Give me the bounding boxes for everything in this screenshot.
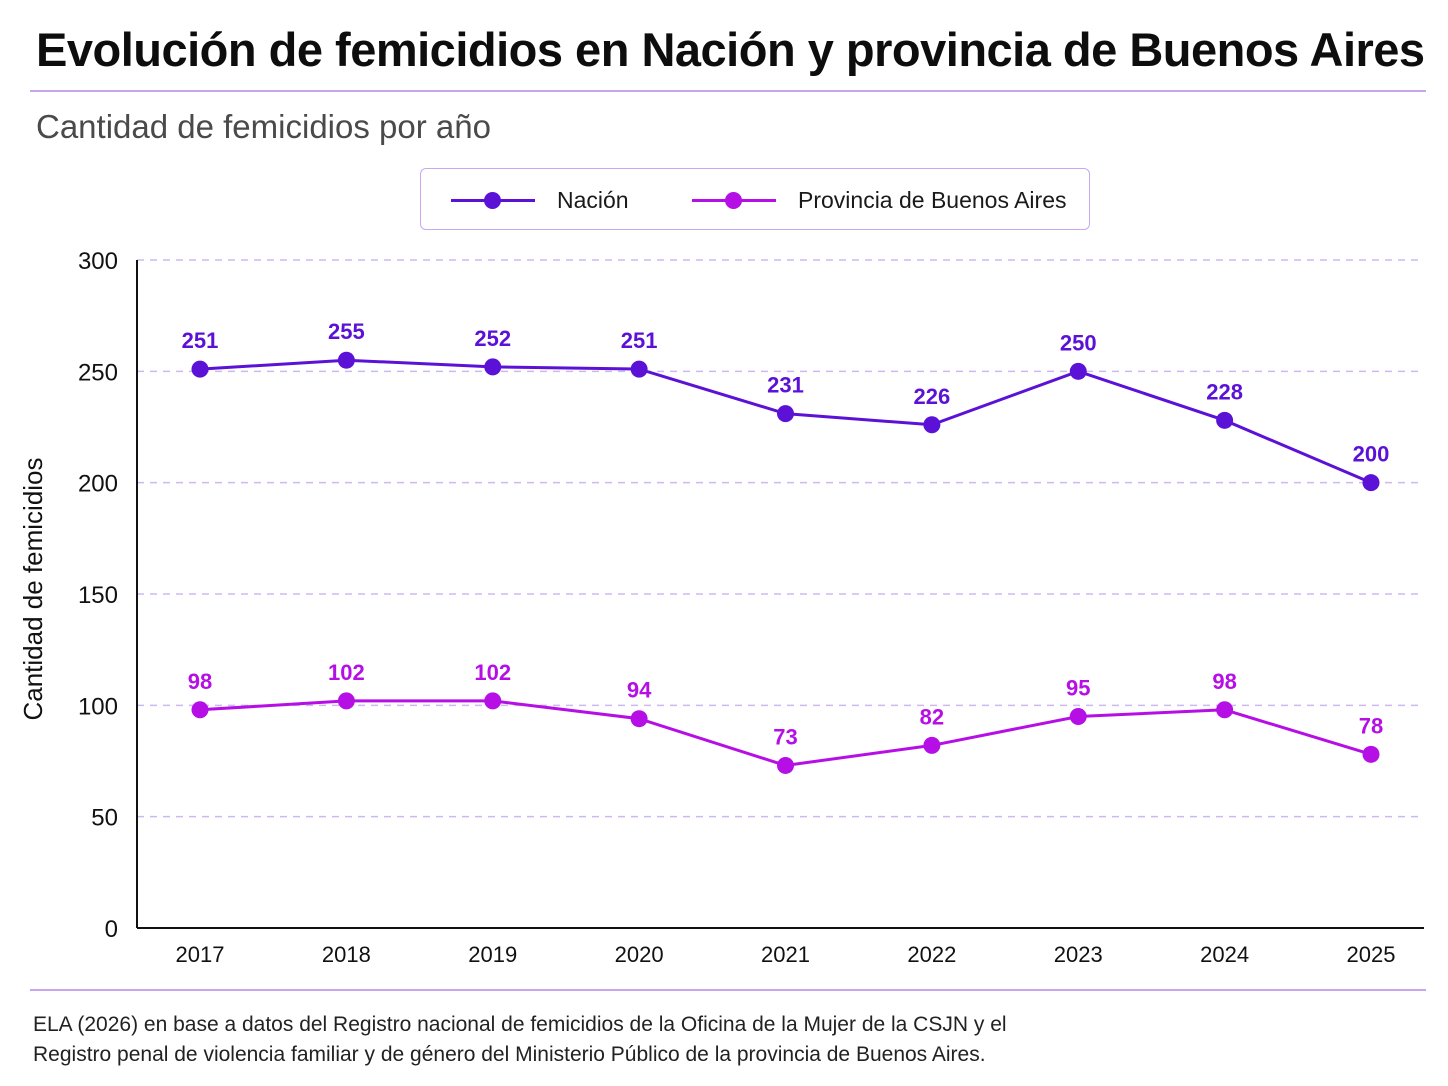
x-tick-label: 2022 <box>907 942 956 967</box>
data-label: 98 <box>1212 669 1236 694</box>
data-point <box>1069 707 1087 725</box>
x-tick-label: 2020 <box>615 942 664 967</box>
y-tick-label: 0 <box>105 916 118 943</box>
source-note: ELA (2026) en base a datos del Registro … <box>33 1010 1413 1070</box>
y-tick-label: 200 <box>78 471 118 498</box>
x-tick-label: 2024 <box>1200 942 1249 967</box>
data-point <box>1362 474 1380 492</box>
chart-subtitle: Cantidad de femicidios por año <box>36 108 491 145</box>
legend-item-provincia: Provincia de Buenos Aires <box>692 169 1067 231</box>
data-label: 231 <box>767 373 804 398</box>
data-label: 102 <box>474 660 511 685</box>
y-axis-title: Cantidad de femicidios <box>18 457 48 720</box>
data-point <box>1362 745 1380 763</box>
legend-label-provincia: Provincia de Buenos Aires <box>798 186 1067 213</box>
data-label: 82 <box>920 704 944 729</box>
footer-divider <box>30 989 1426 991</box>
legend-line-provincia <box>692 191 776 209</box>
data-label: 200 <box>1353 442 1390 467</box>
legend-marker-provincia <box>725 191 742 209</box>
data-point <box>337 692 355 710</box>
y-tick-label: 50 <box>91 805 118 832</box>
x-tick-label: 2025 <box>1347 942 1396 967</box>
x-tick-label: 2023 <box>1054 942 1103 967</box>
data-point <box>630 710 648 728</box>
data-point <box>923 416 941 434</box>
data-label: 250 <box>1060 330 1097 355</box>
data-point <box>1216 701 1234 719</box>
data-label: 95 <box>1066 675 1090 700</box>
data-label: 251 <box>621 328 658 353</box>
data-label: 102 <box>328 660 365 685</box>
legend-item-nacion: Nación <box>451 169 629 231</box>
data-point <box>337 351 355 369</box>
data-point <box>1216 411 1234 429</box>
data-point <box>777 405 794 423</box>
x-tick-label: 2017 <box>176 942 225 967</box>
y-tick-label: 150 <box>78 582 118 609</box>
legend-label-nacion: Nación <box>557 186 629 213</box>
data-point <box>484 358 502 376</box>
data-label: 94 <box>627 678 652 703</box>
source-line-2: Registro penal de violencia familiar y d… <box>33 1043 986 1066</box>
data-point <box>630 360 648 378</box>
data-point <box>191 360 209 378</box>
source-line-1: ELA (2026) en base a datos del Registro … <box>33 1013 1007 1036</box>
legend-line-nacion <box>451 191 535 209</box>
data-point <box>1069 362 1087 380</box>
legend-marker-nacion <box>484 191 501 209</box>
line-chart: 0 50 100 150 200 250 300 2017 2018 2019 2020 2021 20… <box>18 248 1424 967</box>
data-label: 255 <box>328 319 365 344</box>
y-tick-label: 250 <box>78 359 118 386</box>
data-label: 73 <box>773 724 797 749</box>
data-point <box>191 701 209 719</box>
chart-title: Evolución de femicidios en Nación y prov… <box>36 23 1425 76</box>
title-divider <box>30 90 1426 92</box>
data-label: 252 <box>474 326 511 351</box>
chart-legend: Nación Provincia de Buenos Aires <box>420 168 1090 230</box>
data-point <box>484 692 502 710</box>
data-label: 78 <box>1359 713 1383 738</box>
y-tick-label: 300 <box>78 248 118 275</box>
data-point <box>923 736 941 754</box>
data-point <box>777 756 794 774</box>
x-tick-label: 2018 <box>322 942 371 967</box>
data-label: 251 <box>182 328 219 353</box>
x-tick-label: 2019 <box>468 942 517 967</box>
x-tick-label: 2021 <box>761 942 810 967</box>
data-label: 226 <box>914 384 951 409</box>
y-tick-label: 100 <box>78 693 118 720</box>
data-label: 228 <box>1206 379 1243 404</box>
data-label: 98 <box>188 669 212 694</box>
